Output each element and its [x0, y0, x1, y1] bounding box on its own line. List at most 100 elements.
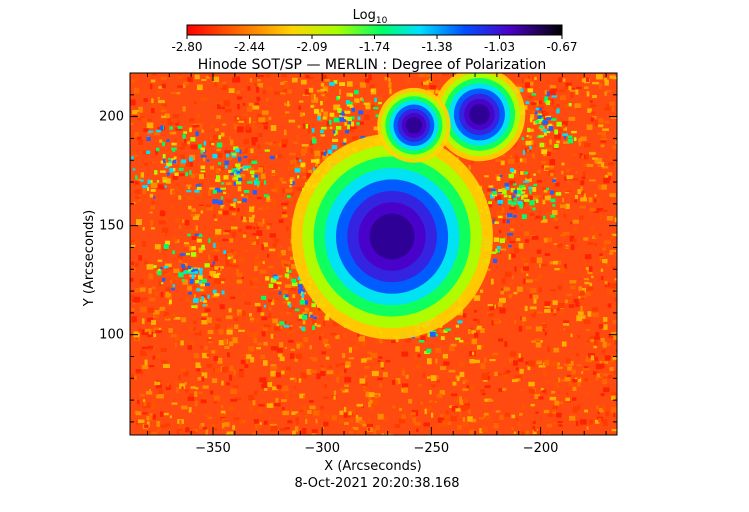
texture-speck	[145, 118, 152, 122]
texture-speck	[263, 125, 268, 130]
texture-speck	[540, 126, 544, 132]
texture-speck	[180, 154, 185, 160]
texture-speck	[573, 227, 578, 231]
texture-speck	[598, 124, 604, 128]
texture-speck	[615, 140, 617, 144]
texture-speck	[183, 242, 189, 245]
texture-speck	[290, 160, 297, 165]
texture-speck	[576, 376, 581, 379]
texture-speck	[574, 194, 579, 199]
texture-speck	[592, 81, 600, 85]
texture-speck	[181, 386, 184, 390]
texture-speck	[508, 293, 512, 299]
texture-speck	[201, 313, 208, 317]
texture-speck	[401, 370, 405, 376]
texture-speck	[326, 114, 329, 121]
sunspot-ring	[369, 213, 415, 260]
texture-speck	[158, 99, 165, 104]
texture-speck	[254, 83, 257, 87]
texture-speck	[528, 360, 536, 367]
texture-speck	[316, 324, 321, 328]
plage-ring	[469, 104, 490, 125]
texture-speck	[334, 374, 340, 378]
texture-speck	[611, 392, 617, 396]
texture-speck	[512, 142, 517, 148]
texture-speck	[279, 177, 284, 182]
texture-speck	[368, 395, 372, 400]
network-speck	[213, 293, 220, 296]
network-speck	[370, 89, 375, 92]
texture-speck	[582, 367, 590, 371]
texture-speck	[525, 177, 532, 183]
texture-speck	[233, 124, 238, 130]
texture-speck	[580, 294, 587, 298]
network-speck	[567, 138, 574, 144]
network-speck	[342, 141, 347, 145]
texture-speck	[198, 173, 205, 180]
texture-speck	[305, 418, 308, 425]
network-speck	[518, 188, 523, 192]
texture-speck	[151, 333, 157, 338]
texture-speck	[284, 111, 290, 114]
texture-speck	[526, 173, 530, 179]
network-speck	[254, 180, 258, 185]
texture-speck	[579, 205, 586, 209]
texture-speck	[597, 411, 600, 415]
texture-speck	[547, 346, 551, 353]
texture-speck	[146, 421, 150, 428]
network-speck	[418, 340, 425, 343]
texture-speck	[281, 311, 284, 317]
network-speck	[291, 278, 297, 283]
texture-speck	[206, 339, 213, 342]
network-speck	[172, 250, 175, 255]
network-speck	[291, 282, 298, 287]
texture-speck	[483, 357, 487, 363]
texture-speck	[270, 125, 277, 131]
texture-speck	[152, 310, 160, 315]
texture-speck	[270, 199, 277, 205]
texture-speck	[252, 400, 256, 406]
texture-speck	[351, 408, 356, 415]
texture-speck	[185, 427, 190, 433]
network-speck	[223, 250, 227, 255]
texture-speck	[330, 115, 338, 119]
texture-speck	[289, 152, 296, 156]
network-speck	[161, 282, 164, 285]
texture-speck	[474, 359, 480, 364]
texture-speck	[553, 312, 557, 317]
texture-speck	[241, 88, 245, 91]
x-axis: −350 −300 −250 −200	[146, 73, 607, 456]
texture-speck	[252, 432, 259, 435]
texture-speck	[441, 73, 449, 76]
network-speck	[278, 291, 282, 295]
network-speck	[513, 189, 518, 194]
texture-speck	[158, 106, 165, 109]
texture-speck	[371, 370, 379, 377]
network-speck	[298, 288, 301, 294]
texture-speck	[300, 112, 306, 116]
texture-speck	[183, 81, 189, 85]
texture-speck	[494, 319, 500, 323]
texture-speck	[266, 199, 273, 203]
colorbar: Log10 -2.80 -2.44 -2.09 -1.74 -1.38 -1.03 -0.6…	[171, 8, 577, 54]
texture-speck	[134, 300, 142, 306]
network-speck	[182, 134, 186, 139]
texture-speck	[601, 258, 608, 264]
texture-speck	[170, 333, 177, 338]
texture-speck	[267, 85, 273, 91]
colorbar-label: Log10	[353, 8, 388, 26]
texture-speck	[287, 192, 294, 197]
texture-speck	[207, 416, 213, 420]
texture-speck	[255, 434, 263, 435]
texture-speck	[258, 117, 266, 123]
texture-speck	[484, 415, 492, 421]
texture-speck	[287, 165, 294, 172]
network-speck	[203, 141, 207, 146]
texture-speck	[490, 278, 494, 285]
texture-speck	[326, 370, 334, 375]
texture-speck	[209, 187, 216, 190]
texture-speck	[241, 381, 244, 384]
network-speck	[532, 187, 537, 192]
texture-speck	[473, 318, 478, 321]
network-speck	[237, 168, 240, 172]
